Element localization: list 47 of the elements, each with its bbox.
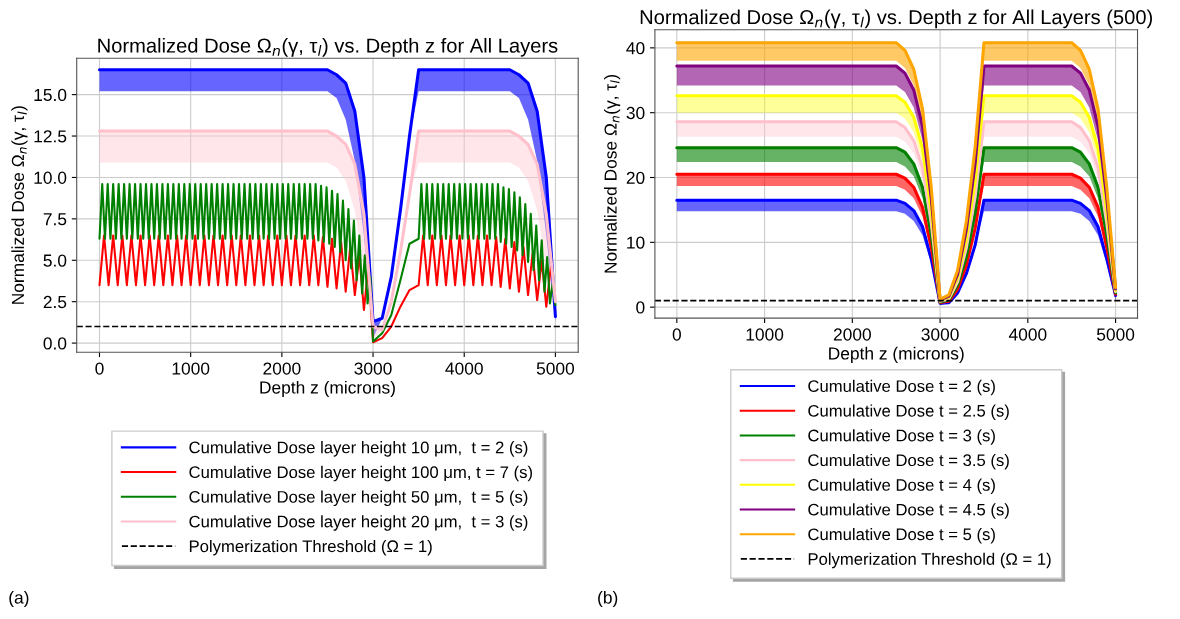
legend-label: Polymerization Threshold (Ω = 1) [808,552,1051,569]
legend-label: Cumulative Dose t = 4.5 (s) [808,503,1009,519]
x-axis-title: Depth z (microns) [260,380,395,398]
chart-title: Normalized Dose Ω$_{n}$(γ, τ$_{l}$) vs. Depth z for All Layers (500) [640,9,1153,29]
line-series [98,234,552,344]
text: (a) [9,590,29,608]
y-tick-label: 10.0 [34,171,67,184]
legend-label: Cumulative Dose t = 2.5 (s) [808,404,1009,420]
x-tick-label: 3000 [354,362,392,375]
x-tick-label: 2000 [833,328,871,341]
x-tick-label: 2000 [263,362,301,375]
y-tick-label: 12.5 [34,130,67,143]
legend-label: Cumulative Dose t = 5 (s) [808,527,995,544]
text: (b) [598,590,618,608]
y-tick-label: 7.5 [43,213,67,226]
x-tick-label: 3000 [921,328,959,341]
legend-label: Cumulative Dose t = 3 (s) [808,429,995,445]
x-tick-label: 5000 [536,362,575,375]
y-tick-label: 30 [626,106,645,120]
x-tick-label: 1000 [172,362,210,375]
y-tick-label: 5.0 [43,254,67,267]
legend-label: Cumulative Dose layer height 100 μm, t = 7 (s) [189,465,532,482]
y-tick-label: 15.0 [34,88,67,102]
legend-label: Polymerization Threshold (Ω = 1) [189,539,432,556]
x-tick-label: 5000 [1096,328,1135,341]
y-tick-label: 40 [626,42,645,55]
legend-label: Cumulative Dose layer height 10 μm, t = 2 (s) [189,441,528,457]
y-tick-label: 2.5 [43,295,67,309]
line-series [98,183,557,343]
legend-label: Cumulative Dose t = 4 (s) [808,478,995,495]
legend-label: Cumulative Dose layer height 20 μm, t = 3 (s) [189,515,528,531]
y-tick-label: 0.0 [43,337,67,350]
y-tick-label: 10 [627,236,645,249]
legend-label: Cumulative Dose t = 2 (s) [808,379,995,396]
chart-title: Normalized Dose Ω$_{n}$(γ, τ$_{l}$) vs. Depth z for All Layers [98,37,558,57]
y-axis-title: Normalized Dose Ω$_{n}$(γ, τ$_{l}$) [11,106,28,304]
x-tick-label: 1000 [746,328,784,341]
legend-label: Cumulative Dose t = 3.5 (s) [808,453,1009,470]
legend-label: Cumulative Dose layer height 50 μm, t = 5 (s) [189,490,528,507]
y-tick-label: 20 [626,171,645,184]
x-axis-title: Depth z (microns) [829,346,964,364]
x-tick-label: 4000 [1008,328,1047,341]
x-tick-label: 0 [95,362,104,375]
x-tick-label: 4000 [445,362,483,375]
x-tick-label: 0 [672,328,681,341]
y-tick-label: 0 [636,301,645,314]
y-axis-title: Normalized Dose Ω$_{n}$(γ, τ$_{l}$) [603,75,621,273]
